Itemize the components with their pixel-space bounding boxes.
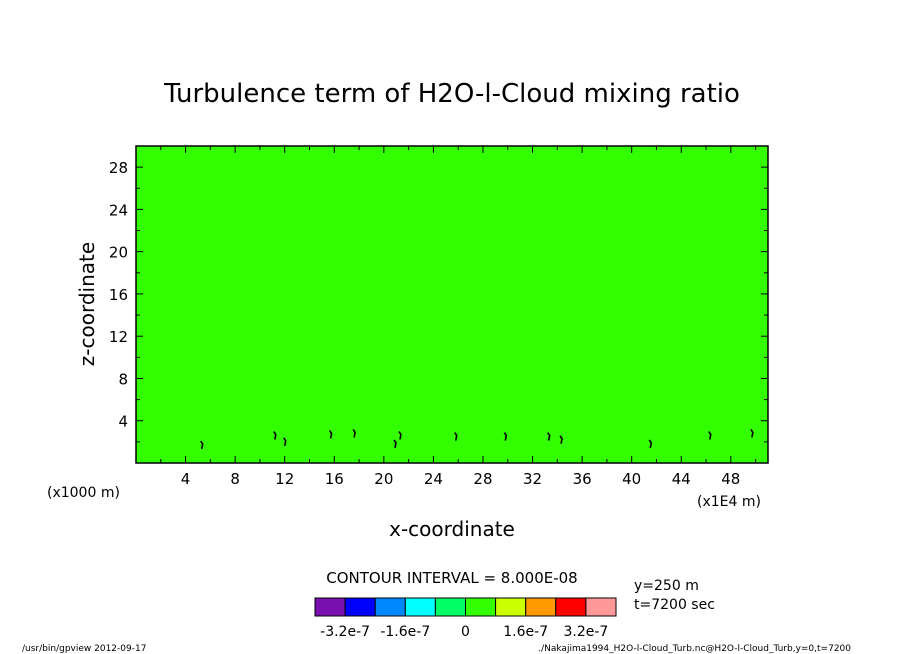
x-tick-label: 20 (374, 470, 393, 488)
contour-feature (200, 440, 204, 450)
y-tick-label: 24 (109, 201, 128, 219)
colorbar-swatch (374, 597, 406, 617)
colorbar-swatch (555, 597, 587, 617)
y-tick-label: 28 (109, 159, 128, 177)
contour-feature (546, 432, 551, 441)
colorbar-swatch (314, 597, 346, 617)
colorbar-swatch (525, 597, 557, 617)
x-tick-label: 12 (275, 470, 294, 488)
x-axis-label: x-coordinate (389, 517, 515, 541)
info-y: y=250 m (634, 578, 699, 594)
colorbar-swatch (434, 597, 466, 617)
x-tick-label: 32 (523, 470, 542, 488)
contour-feature (750, 428, 754, 438)
info-t: t=7200 sec (634, 597, 715, 613)
x-unit-left: (x1000 m) (47, 485, 120, 501)
y-tick-label: 16 (109, 286, 128, 304)
x-tick-label: 4 (181, 470, 191, 488)
y-tick-label: 12 (109, 328, 128, 346)
y-tick-label: 8 (118, 370, 128, 388)
x-tick-label: 36 (573, 470, 592, 488)
contour-feature (559, 435, 563, 444)
x-unit-right: (x1E4 m) (697, 494, 761, 510)
x-tick-label: 40 (622, 470, 641, 488)
colorbar (314, 597, 617, 617)
contour-feature (454, 432, 458, 441)
plot-background (136, 146, 768, 463)
x-tick-label: 44 (672, 470, 691, 488)
x-tick-label: 8 (230, 470, 240, 488)
x-tick-label: 24 (424, 470, 443, 488)
colorbar-swatch (465, 597, 497, 617)
colorbar-label: 3.2e-7 (563, 624, 608, 640)
colorbar-swatch (344, 597, 376, 617)
y-axis-label: z-coordinate (75, 242, 99, 366)
colorbar-label: -1.6e-7 (380, 624, 430, 640)
chart-title: Turbulence term of H2O-l-Cloud mixing ra… (163, 79, 740, 109)
colorbar-swatch (495, 597, 527, 617)
contour-feature (273, 431, 277, 440)
colorbar-label: -3.2e-7 (320, 624, 370, 640)
contour-feature (648, 439, 653, 449)
colorbar-swatch (585, 597, 617, 617)
y-tick-label: 20 (109, 244, 128, 262)
footer-left: /usr/bin/gpview 2012-09-17 (22, 644, 146, 654)
x-tick-label: 28 (473, 470, 492, 488)
colorbar-labels: -3.2e-7 -1.6e-7 0 1.6e-7 3.2e-7 (320, 624, 608, 640)
contour-feature (398, 431, 402, 440)
contour-features (200, 428, 754, 450)
footer-right: ./Nakajima1994_H2O-l-Cloud_Turb.nc@H2O-l… (538, 644, 851, 654)
contour-feature (352, 428, 356, 438)
contour-feature (503, 432, 508, 441)
contour-feature (328, 430, 333, 439)
contour-feature (283, 437, 287, 447)
colorbar-label: 1.6e-7 (503, 624, 548, 640)
plot-frame (135, 145, 769, 464)
y-tick-label: 4 (118, 413, 128, 431)
contour-interval: CONTOUR INTERVAL = 8.000E-08 (326, 569, 577, 587)
colorbar-swatch (404, 597, 436, 617)
x-tick-label: 16 (325, 470, 344, 488)
contour-feature (708, 431, 712, 440)
contour-feature (393, 439, 397, 449)
colorbar-label: 0 (461, 624, 470, 640)
x-tick-label: 48 (721, 470, 740, 488)
